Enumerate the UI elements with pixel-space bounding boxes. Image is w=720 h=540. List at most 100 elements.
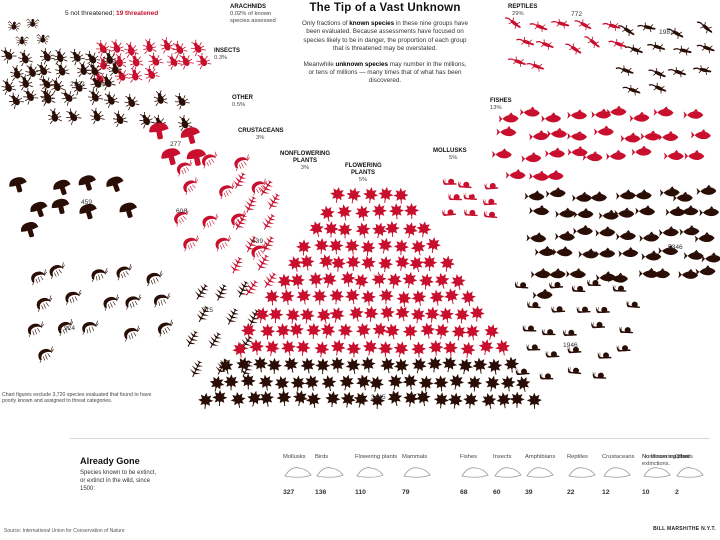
already-gone-column: Fishes 68 xyxy=(460,454,510,496)
leaf-icon xyxy=(393,187,409,205)
group-percent: 0.5% xyxy=(232,102,246,108)
leaf-icon xyxy=(240,322,257,340)
fish-icon xyxy=(593,125,614,136)
fish-icon xyxy=(595,270,616,282)
mushroom-icon xyxy=(147,121,171,141)
beetle-icon xyxy=(87,105,106,125)
shrimp-icon xyxy=(212,234,234,252)
leaf-icon xyxy=(385,271,404,290)
lizard-icon xyxy=(636,20,658,34)
lizard-icon xyxy=(621,82,643,98)
spider-icon xyxy=(6,20,22,32)
already-gone-label: Nonflowering plants xyxy=(642,454,693,460)
beetle-icon xyxy=(5,89,25,110)
shrimp-icon xyxy=(199,212,221,230)
fish-icon xyxy=(615,229,637,241)
leaf-icon xyxy=(410,341,427,358)
snail-icon xyxy=(484,182,499,190)
shrimp-icon xyxy=(28,268,50,286)
leaf-icon xyxy=(252,355,269,374)
fish-icon xyxy=(573,207,594,219)
fish-icon xyxy=(524,189,545,201)
beetle-icon xyxy=(121,91,141,111)
shrimp-icon xyxy=(143,269,165,287)
source-line: Source: International Union for Conserva… xyxy=(4,528,125,534)
shrimp-icon xyxy=(100,293,122,311)
shrimp-icon xyxy=(113,262,135,281)
insects-threatened-count: 741 xyxy=(171,65,183,72)
leaf-icon xyxy=(493,338,512,357)
fish-icon xyxy=(545,186,566,198)
extinct-silhouette-icon xyxy=(676,467,704,478)
lizard-icon xyxy=(563,39,585,58)
group-percent: 3% xyxy=(256,135,265,141)
leaf-icon xyxy=(499,374,517,393)
leaf-icon xyxy=(281,355,301,375)
lizard-icon xyxy=(534,36,556,52)
leaf-icon xyxy=(307,271,324,289)
leaf-icon xyxy=(354,321,373,341)
already-gone-label: Reptiles xyxy=(567,454,588,460)
already-gone-value: 60 xyxy=(493,489,501,496)
group-label-mollusks: MOLLUSKS 5% xyxy=(433,148,467,162)
snail-icon xyxy=(619,326,634,334)
spider-icon xyxy=(35,33,50,45)
shrimp-icon xyxy=(180,234,202,252)
beetle-icon xyxy=(62,105,83,126)
beetle-icon xyxy=(187,37,207,57)
leaf-icon xyxy=(495,391,513,410)
reptiles-not-threatened-count: 1981 xyxy=(659,29,674,36)
leaf-icon xyxy=(509,391,525,408)
extinct-silhouette-icon xyxy=(603,467,631,478)
leaf-icon xyxy=(211,389,228,407)
snail-icon xyxy=(597,351,612,359)
lizard-icon xyxy=(607,36,629,52)
leaf-icon xyxy=(367,374,386,394)
leaf-icon xyxy=(291,388,310,408)
already-gone-column: Crustaceans 12 xyxy=(602,454,652,496)
fish-icon xyxy=(640,130,661,141)
extinct-silhouette-icon xyxy=(494,467,522,478)
leaf-icon xyxy=(432,391,450,410)
leaf-icon xyxy=(462,391,480,410)
leaf-icon xyxy=(344,356,363,376)
snail-icon xyxy=(550,305,566,313)
group-name: INSECTS xyxy=(214,48,241,54)
crustaceans-not-threatened-count: 924 xyxy=(64,325,76,332)
leaf-icon xyxy=(453,306,471,325)
snail-icon xyxy=(592,372,607,379)
leaf-icon xyxy=(259,323,276,340)
beetle-icon xyxy=(126,51,145,70)
already-gone-value: 110 xyxy=(355,489,366,496)
lizard-icon xyxy=(645,39,668,54)
shrimp-icon xyxy=(62,288,84,306)
leaf-icon xyxy=(315,357,331,375)
leaf-icon xyxy=(526,392,543,409)
leaf-icon xyxy=(327,305,347,325)
group-name: CRUSTACEANS xyxy=(238,128,284,134)
leaf-icon xyxy=(294,287,313,306)
leaf-icon xyxy=(393,253,412,273)
fish-icon xyxy=(639,231,660,243)
leaf-icon xyxy=(339,270,357,288)
leaf-icon xyxy=(351,271,371,292)
beetle-icon xyxy=(46,106,63,125)
fish-icon xyxy=(658,225,679,237)
no-arachnid-note: No known arachnid extinctions. xyxy=(642,454,690,467)
group-label-crustaceans: CRUSTACEANS 3% xyxy=(238,128,284,142)
extinct-silhouette-icon xyxy=(356,467,384,478)
leaf-icon xyxy=(393,303,412,323)
leaf-icon xyxy=(385,388,405,408)
already-gone-label: Birds xyxy=(315,454,329,460)
nonflowering-threatened-count: 639 xyxy=(252,238,264,245)
fern-icon xyxy=(191,281,212,304)
fish-icon xyxy=(547,127,568,138)
snail-icon xyxy=(522,325,537,332)
fish-icon xyxy=(653,105,674,117)
already-gone-column: Mollusks 327 xyxy=(283,454,333,496)
leaf-icon xyxy=(329,356,346,374)
already-gone-column: Flowering plants 110 xyxy=(355,454,405,496)
unknown-bold: unknown species xyxy=(335,60,388,68)
already-gone-column: Other 2 xyxy=(675,454,720,496)
fish-icon xyxy=(618,246,639,258)
